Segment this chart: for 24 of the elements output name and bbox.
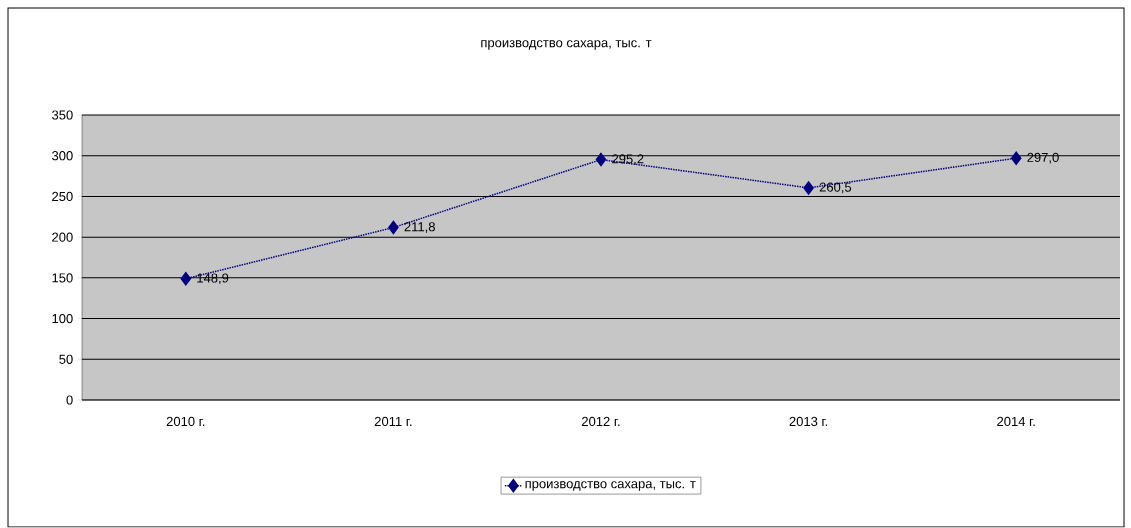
y-tick-label: 150 — [52, 273, 73, 283]
data-label: 295,2 — [612, 154, 644, 166]
y-tick-label: 100 — [52, 314, 73, 324]
chart-title: производство сахара, тыс. т — [481, 40, 652, 51]
x-tick-label: 2010 г. — [166, 417, 205, 427]
x-tick-label: 2014 г. — [997, 417, 1035, 427]
data-label: 297,0 — [1027, 153, 1059, 164]
data-label: 211,8 — [404, 222, 435, 234]
x-tick-label: 2012 г. — [582, 417, 620, 427]
y-tick-label: 200 — [52, 232, 73, 242]
legend-label: производство сахара, тыс. т — [525, 481, 696, 492]
y-tick-label: 250 — [52, 192, 73, 202]
y-tick-label: 0 — [66, 395, 73, 405]
x-tick-label: 2011 г. — [374, 417, 412, 427]
point — [180, 272, 192, 286]
x-tick-label: 2013 г. — [789, 417, 828, 427]
point — [803, 181, 814, 195]
point — [595, 153, 607, 167]
y-tick-label: 50 — [59, 354, 73, 365]
y-tick-label: 350 — [52, 110, 73, 120]
point — [1010, 151, 1022, 166]
point — [388, 221, 399, 235]
data-label: 260,5 — [819, 182, 852, 194]
y-tick-label: 300 — [52, 151, 73, 161]
